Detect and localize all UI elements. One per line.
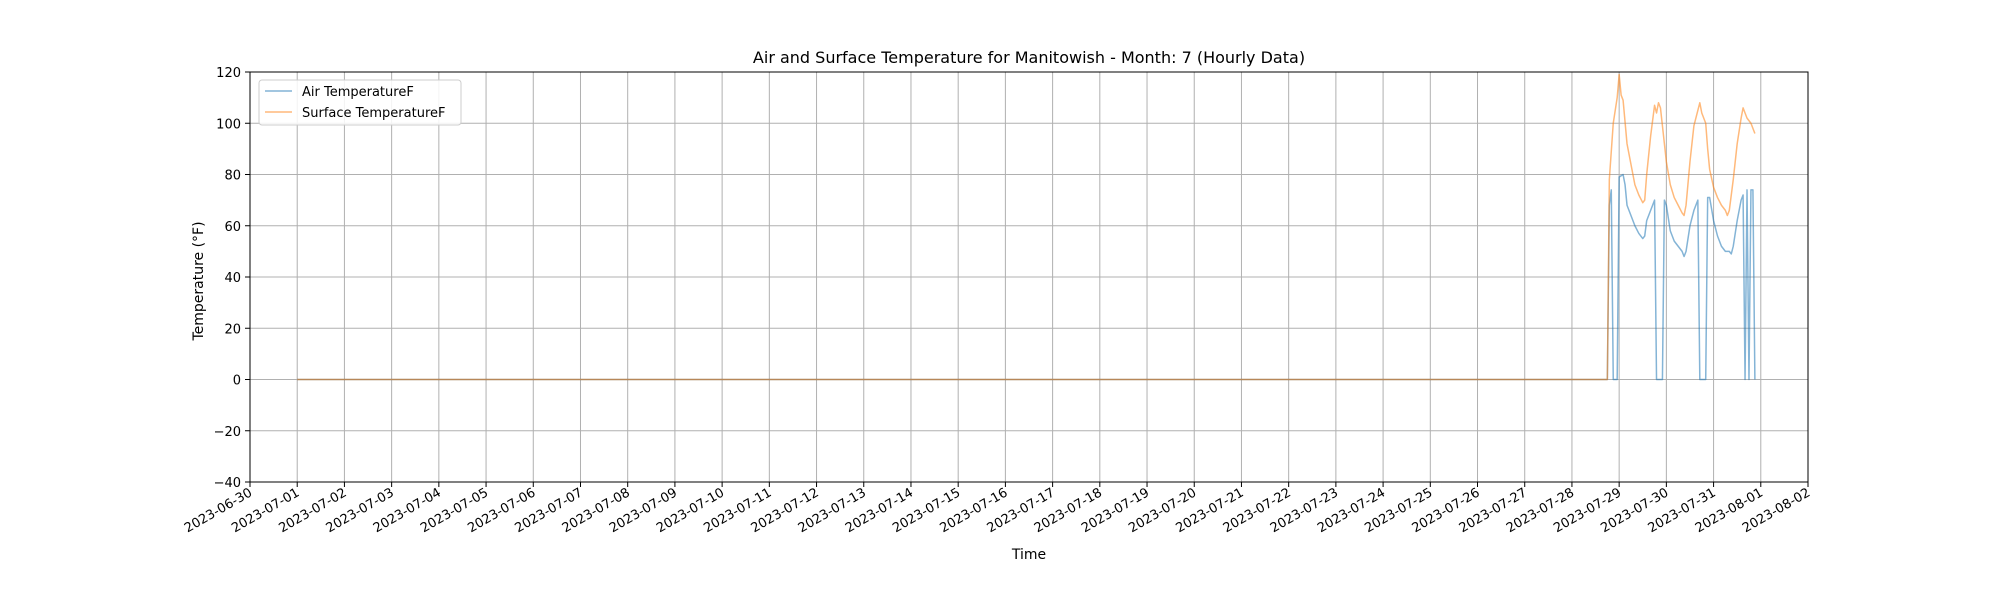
- x-axis-ticks: 2023-06-302023-07-012023-07-022023-07-03…: [182, 482, 1813, 536]
- y-tick-label: 20: [224, 322, 241, 337]
- y-tick-label: 40: [224, 271, 241, 286]
- grid-lines: [249, 71, 1809, 483]
- legend-box: [258, 79, 462, 126]
- series-line-surface-temperature: [297, 73, 1756, 381]
- y-axis-label: Temperature (°F): [191, 221, 207, 341]
- legend: Air TemperatureF Surface TemperatureF: [258, 79, 462, 126]
- series-lines: [297, 73, 1756, 381]
- y-tick-label: −40: [214, 476, 241, 491]
- y-tick-label: 60: [224, 220, 241, 235]
- y-tick-label: −20: [214, 425, 241, 440]
- legend-label: Air TemperatureF: [302, 85, 414, 100]
- y-tick-label: 80: [224, 169, 241, 184]
- y-tick-label: 100: [216, 117, 241, 132]
- y-axis-ticks: −40 −20 0 20 40 60 80 100 120: [214, 66, 250, 491]
- y-tick-label: 0: [233, 374, 241, 389]
- x-axis-label: Time: [1011, 547, 1046, 563]
- series-line-air-temperature: [297, 173, 1756, 381]
- legend-label: Surface TemperatureF: [302, 106, 445, 121]
- y-tick-label: 120: [216, 66, 241, 81]
- chart-title: Air and Surface Temperature for Manitowi…: [753, 48, 1305, 67]
